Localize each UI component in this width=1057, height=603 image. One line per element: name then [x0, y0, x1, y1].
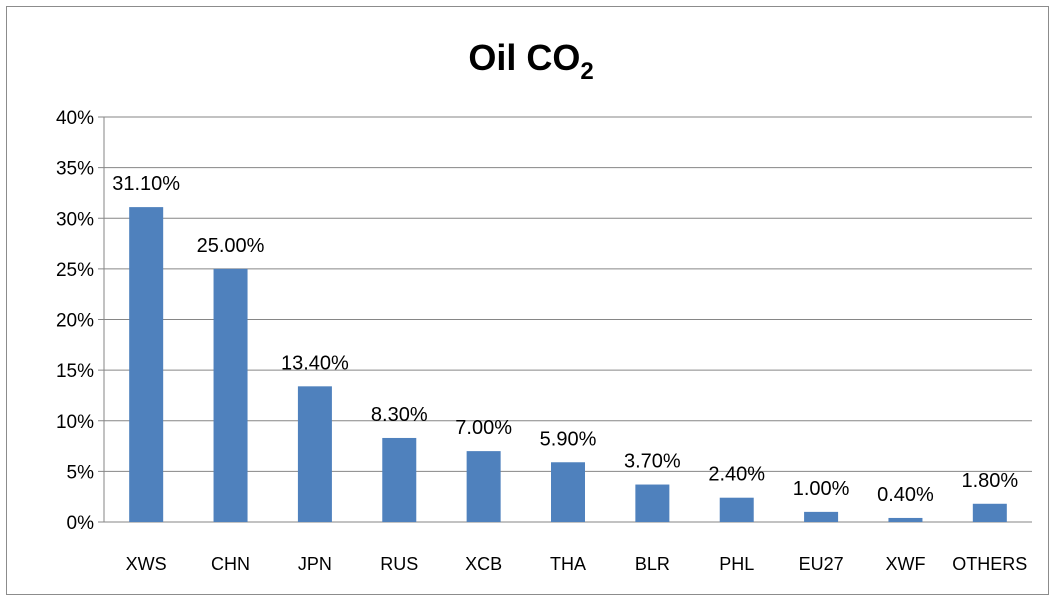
- bar: [297, 386, 332, 522]
- data-label: 13.40%: [281, 352, 349, 374]
- y-axis-ticks: 0% 5% 10% 15% 20% 25% 30% 35% 40%: [56, 108, 94, 534]
- y-tick-label: 35%: [56, 159, 94, 180]
- x-category-label: JPN: [298, 554, 332, 574]
- chart-title-main: Oil CO: [468, 37, 580, 78]
- x-category-label: OTHERS: [952, 554, 1027, 574]
- x-category-label: XCB: [465, 554, 502, 574]
- bar: [382, 437, 417, 522]
- bar: [213, 268, 248, 522]
- bar: [972, 503, 1007, 522]
- x-category-label: PHL: [719, 554, 754, 574]
- y-tick-label: 20%: [56, 311, 94, 332]
- data-label: 31.10%: [112, 173, 180, 195]
- bar: [551, 462, 585, 522]
- x-category-label: BLR: [635, 554, 670, 574]
- data-label: 3.70%: [624, 451, 681, 473]
- data-label: 7.00%: [455, 417, 512, 439]
- bars: [129, 207, 1007, 523]
- data-label: 5.90%: [540, 428, 597, 450]
- data-label: 2.40%: [708, 464, 765, 486]
- chart-title: Oil CO2: [468, 37, 593, 85]
- y-tick-label: 0%: [67, 513, 95, 534]
- x-category-label: XWS: [126, 554, 167, 574]
- chart-title-subscript: 2: [580, 58, 593, 85]
- y-tick-label: 15%: [56, 361, 94, 382]
- bar: [719, 497, 754, 522]
- x-category-label: RUS: [380, 554, 418, 574]
- chart-area: [6, 6, 1049, 595]
- data-label: 8.30%: [371, 404, 428, 426]
- gridlines: [98, 116, 1032, 523]
- bar: [635, 484, 670, 522]
- data-label: 1.80%: [961, 470, 1018, 492]
- data-label: 1.00%: [793, 478, 850, 500]
- y-tick-label: 30%: [56, 209, 94, 230]
- y-tick-label: 40%: [56, 108, 94, 129]
- y-tick-label: 25%: [56, 260, 94, 281]
- bar: [466, 451, 501, 522]
- x-category-label: THA: [550, 554, 586, 574]
- x-category-label: EU27: [799, 554, 844, 574]
- x-category-label: XWF: [885, 554, 925, 574]
- y-tick-label: 5%: [67, 462, 95, 483]
- x-axis-categories: XWS CHN JPN RUS XCB THA BLR PHL EU27 XWF OTHERS: [126, 554, 1028, 574]
- bar: [804, 511, 839, 522]
- bar: [129, 207, 164, 523]
- data-label: 25.00%: [197, 235, 265, 257]
- data-labels: 31.10% 25.00% 13.40% 8.30% 7.00% 5.90% 3.70% 2.…: [112, 173, 1018, 506]
- bar: [888, 517, 923, 522]
- y-tick-label: 10%: [56, 412, 94, 433]
- data-label: 0.40%: [877, 484, 934, 506]
- x-category-label: CHN: [211, 554, 250, 574]
